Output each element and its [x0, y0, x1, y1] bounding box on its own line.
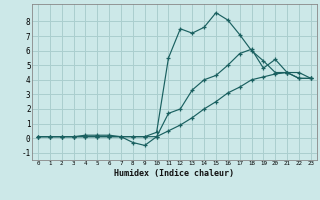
X-axis label: Humidex (Indice chaleur): Humidex (Indice chaleur)	[115, 169, 234, 178]
